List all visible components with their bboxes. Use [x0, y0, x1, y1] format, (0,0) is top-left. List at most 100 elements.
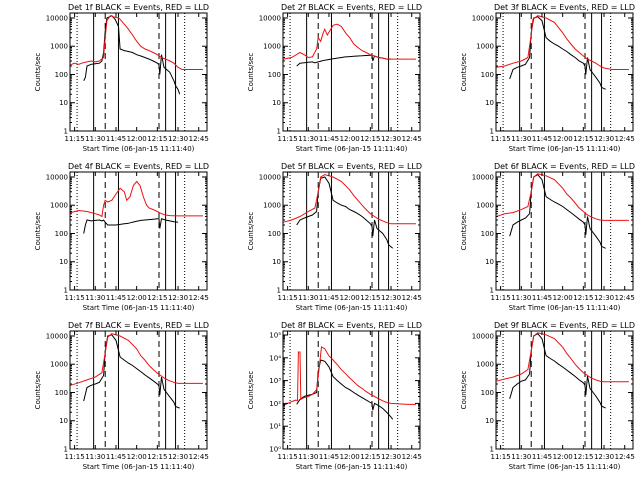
- x-tick-label: 11:15: [65, 294, 85, 302]
- x-tick-label: 12:00: [553, 453, 573, 461]
- x-tick-label: 11:15: [65, 453, 85, 461]
- lld-series-line: [70, 333, 203, 386]
- x-tick-label: 12:45: [189, 135, 209, 143]
- x-tick-label: 11:30: [85, 294, 105, 302]
- y-axis-label: Counts/sec: [247, 371, 255, 410]
- chart-title: Det 7f BLACK = Events, RED = LLD: [68, 321, 209, 330]
- x-tick-label: 12:30: [381, 294, 401, 302]
- y-tick-label: 10: [485, 99, 494, 107]
- y-tick-label: 10⁵: [269, 332, 281, 340]
- y-tick-label: 10: [272, 99, 281, 107]
- events-series-line: [83, 15, 181, 95]
- series-group: [283, 174, 416, 249]
- y-tick-label: 10¹: [269, 423, 281, 431]
- x-tick-label: 11:15: [491, 294, 511, 302]
- x-tick-label: 12:30: [168, 135, 188, 143]
- y-tick-label: 1000: [476, 202, 494, 210]
- y-tick-label: 1: [490, 446, 494, 454]
- x-tick-label: 12:15: [573, 135, 593, 143]
- y-tick-label: 100: [55, 71, 68, 79]
- plot-frame: [69, 330, 208, 450]
- y-tick-label: 10: [59, 99, 68, 107]
- series-group: [70, 333, 203, 409]
- x-tick-label: 11:30: [511, 294, 531, 302]
- y-axis-label: Counts/sec: [247, 212, 255, 251]
- x-tick-label: 11:15: [65, 135, 85, 143]
- series-group: [70, 180, 203, 234]
- x-tick-label: 12:45: [402, 453, 422, 461]
- y-tick-label: 10⁴: [269, 354, 281, 362]
- plot-frame: [69, 171, 208, 291]
- x-tick-label: 11:15: [491, 453, 511, 461]
- series-group: [283, 346, 416, 420]
- y-axis-label: Counts/sec: [34, 212, 42, 251]
- x-axis-label: Start Time (06-Jan-15 11:11:40): [509, 145, 621, 153]
- y-tick-label: 10000: [472, 332, 494, 340]
- events-series-line: [83, 218, 179, 234]
- series-group: [496, 15, 629, 90]
- x-tick-label: 11:45: [106, 453, 126, 461]
- lld-series-line: [496, 332, 629, 383]
- x-tick-label: 11:45: [106, 294, 126, 302]
- y-tick-label: 10000: [472, 173, 494, 181]
- y-tick-label: 1000: [50, 43, 68, 51]
- y-tick-label: 10000: [46, 14, 68, 22]
- x-tick-label: 11:45: [319, 294, 339, 302]
- y-tick-label: 1000: [476, 361, 494, 369]
- x-tick-label: 11:45: [106, 135, 126, 143]
- x-tick-label: 12:45: [402, 294, 422, 302]
- y-axis-label: Counts/sec: [34, 53, 42, 92]
- x-tick-label: 12:00: [340, 453, 360, 461]
- x-tick-label: 11:30: [85, 453, 105, 461]
- y-axis-label: Counts/sec: [460, 212, 468, 251]
- x-tick-label: 11:30: [511, 453, 531, 461]
- lld-series-line: [496, 173, 629, 221]
- x-tick-label: 12:15: [360, 294, 380, 302]
- x-tick-label: 11:30: [298, 294, 318, 302]
- y-tick-label: 1000: [476, 43, 494, 51]
- y-tick-label: 10: [59, 417, 68, 425]
- y-tick-label: 10000: [259, 14, 281, 22]
- y-tick-label: 100: [268, 230, 281, 238]
- series-group: [70, 15, 203, 95]
- x-axis-label: Start Time (06-Jan-15 11:11:40): [296, 463, 408, 471]
- events-series-line: [296, 359, 394, 420]
- events-series-line: [509, 333, 606, 409]
- chart-title: Det 6f BLACK = Events, RED = LLD: [494, 162, 635, 171]
- x-tick-label: 12:30: [594, 453, 614, 461]
- y-tick-label: 1000: [50, 202, 68, 210]
- y-tick-label: 100: [268, 71, 281, 79]
- plot-frame: [282, 12, 421, 132]
- chart-title: Det 1f BLACK = Events, RED = LLD: [68, 3, 209, 12]
- x-tick-label: 12:00: [340, 294, 360, 302]
- y-tick-label: 100: [55, 230, 68, 238]
- x-axis-label: Start Time (06-Jan-15 11:11:40): [83, 145, 195, 153]
- panel-6: Det 6f BLACK = Events, RED = LLD 11:15 11:…: [460, 162, 635, 312]
- x-tick-label: 11:45: [319, 453, 339, 461]
- x-tick-label: 11:30: [85, 135, 105, 143]
- x-tick-label: 12:00: [127, 453, 147, 461]
- chart-title: Det 5f BLACK = Events, RED = LLD: [281, 162, 422, 171]
- x-tick-label: 11:45: [532, 453, 552, 461]
- lld-series-line: [70, 180, 203, 218]
- y-tick-label: 1: [277, 287, 281, 295]
- chart-title: Det 2f BLACK = Events, RED = LLD: [281, 3, 422, 12]
- x-tick-label: 11:15: [278, 294, 298, 302]
- y-tick-label: 100: [481, 71, 494, 79]
- chart-title: Det 9f BLACK = Events, RED = LLD: [494, 321, 635, 330]
- x-tick-label: 12:00: [340, 135, 360, 143]
- lld-series-line: [70, 15, 203, 70]
- x-tick-label: 12:00: [127, 294, 147, 302]
- plot-frame: [495, 12, 634, 132]
- y-axis-label: Counts/sec: [460, 53, 468, 92]
- x-tick-label: 11:15: [278, 135, 298, 143]
- x-tick-label: 12:15: [147, 294, 167, 302]
- x-tick-label: 12:45: [189, 294, 209, 302]
